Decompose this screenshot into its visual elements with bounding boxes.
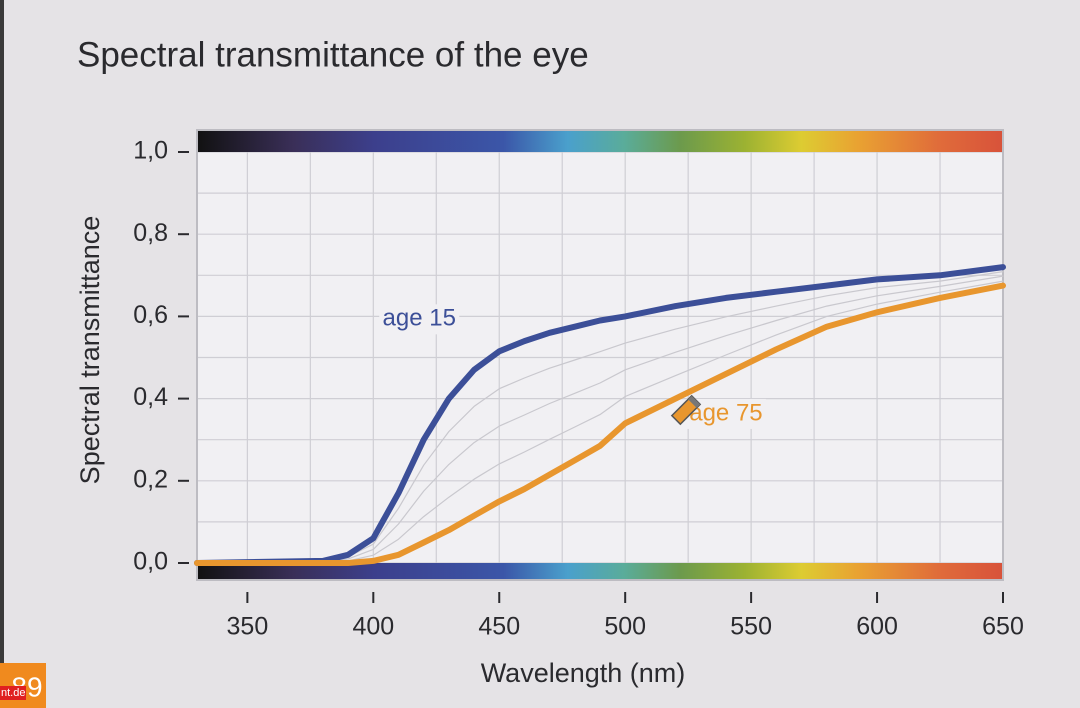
y-tick-label: 0,6 [133, 301, 168, 329]
y-tick-label: 1,0 [133, 137, 168, 165]
x-tick-label: 650 [982, 613, 1024, 641]
x-tick-label: 350 [227, 613, 269, 641]
slide-number-box [0, 663, 46, 708]
series-line [194, 282, 1006, 566]
label-background [379, 304, 460, 335]
x-tick-label: 600 [856, 613, 898, 641]
y-tick-label: 0,8 [133, 219, 168, 247]
x-tick-label: 450 [478, 613, 520, 641]
edge [0, 0, 4, 708]
plot-frame [196, 129, 1004, 581]
x-axis-label: Wavelength (nm) [481, 658, 686, 688]
spectrum-bar [197, 563, 1003, 580]
y-axis-label: Spectral transmittance [75, 216, 105, 485]
x-tick-label: 500 [604, 613, 646, 641]
intermediate-line [196, 271, 1004, 564]
chart-title: Spectral transmittance of the eye [77, 35, 589, 74]
series-line [194, 264, 1006, 566]
intermediate-line [196, 275, 1004, 564]
pencil-icon [670, 394, 702, 426]
intermediate-line [196, 280, 1004, 564]
x-tick-label: 400 [352, 613, 394, 641]
series-label: age 75 [689, 399, 762, 426]
y-tick-label: 0,0 [133, 548, 168, 576]
spectrum-bar [197, 130, 1003, 152]
source: nt.de [1, 687, 25, 699]
y-tick-label: 0,4 [133, 383, 168, 411]
series-label: age 15 [383, 305, 456, 332]
y-tick-label: 0,2 [133, 465, 168, 493]
x-tick-label: 550 [730, 613, 772, 641]
source-box [0, 686, 26, 700]
